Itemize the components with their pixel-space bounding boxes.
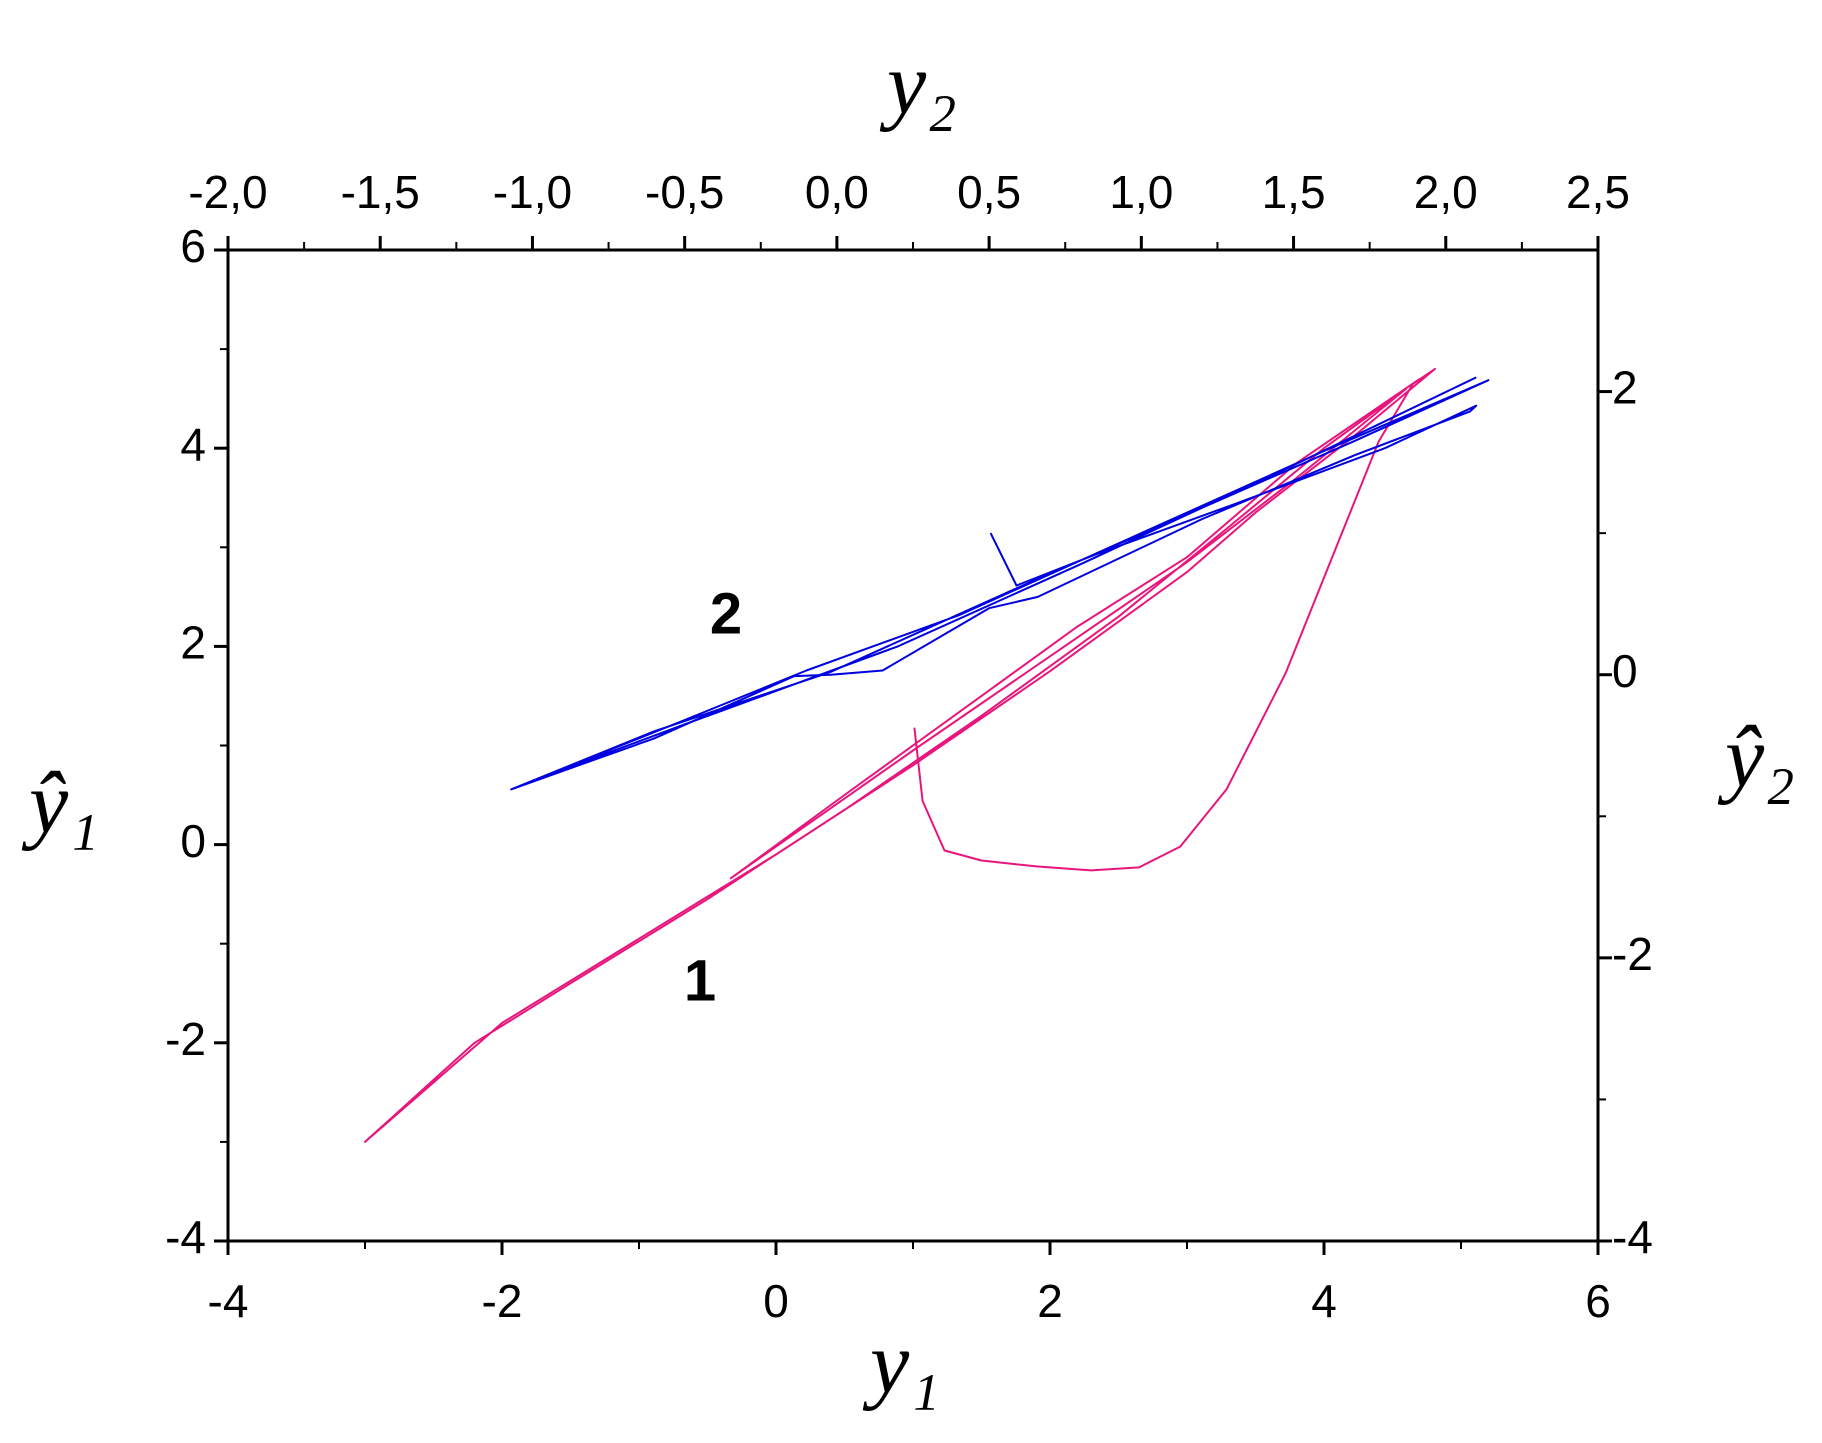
x2-tick-label: -1,5 xyxy=(341,166,420,218)
y2-tick-label: 2 xyxy=(1612,362,1638,414)
y-tick-label: 4 xyxy=(180,418,206,470)
x2-tick-label: 1,5 xyxy=(1262,166,1326,218)
series-line xyxy=(364,367,1436,1143)
y2-tick-label: 0 xyxy=(1612,645,1638,697)
x2-tick-label: -1,0 xyxy=(493,166,572,218)
x2-tick-label: 0,0 xyxy=(805,166,869,218)
y-tick-label: -4 xyxy=(165,1211,206,1263)
x-tick-label: 4 xyxy=(1311,1275,1337,1327)
x2-tick-label: -0,5 xyxy=(645,166,724,218)
x-tick-label: 6 xyxy=(1585,1275,1611,1327)
y-tick-label: 2 xyxy=(180,617,206,669)
x2-tick-label: 2,0 xyxy=(1414,166,1478,218)
y-axis-title: ŷ₁ xyxy=(21,755,99,852)
y-tick-label: -2 xyxy=(165,1013,206,1065)
series-label: 2 xyxy=(710,581,742,646)
y2-tick-label: -2 xyxy=(1612,928,1653,980)
y-tick-label: 0 xyxy=(180,815,206,867)
x-axis-title: y₁ xyxy=(862,1315,940,1412)
x2-tick-label: 0,5 xyxy=(957,166,1021,218)
x2-tick-label: 2,5 xyxy=(1566,166,1630,218)
x-tick-label: 0 xyxy=(763,1275,789,1327)
x-tick-label: -2 xyxy=(482,1275,523,1327)
y-tick-label: 6 xyxy=(180,220,206,272)
x-tick-label: -4 xyxy=(208,1275,249,1327)
series-line xyxy=(510,376,1490,791)
y2-tick-label: -4 xyxy=(1612,1211,1653,1263)
x2-axis-title: y₂ xyxy=(879,36,957,133)
series-label: 1 xyxy=(684,948,716,1013)
y2-axis-title: ŷ₂ xyxy=(1717,709,1795,806)
x2-tick-label: -2,0 xyxy=(188,166,267,218)
x-tick-label: 2 xyxy=(1037,1275,1063,1327)
x2-tick-label: 1,0 xyxy=(1109,166,1173,218)
